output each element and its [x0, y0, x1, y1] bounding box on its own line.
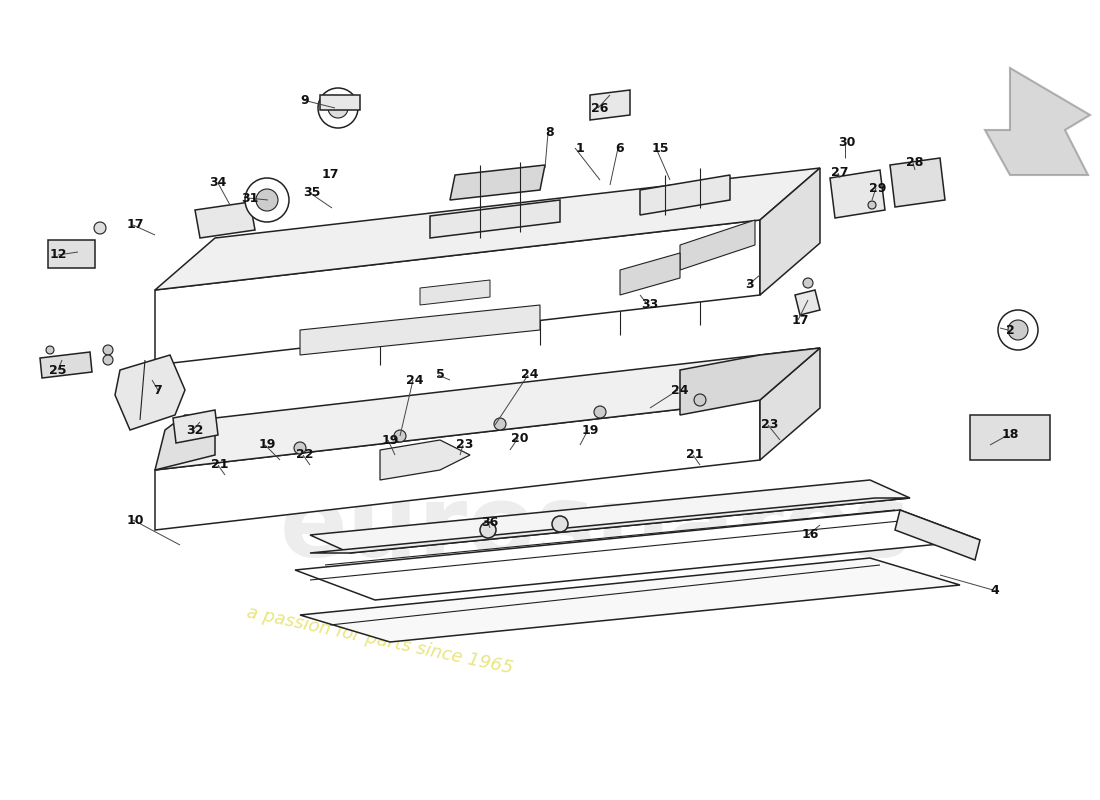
Polygon shape: [48, 240, 95, 268]
Text: 23: 23: [761, 418, 779, 431]
Text: 23: 23: [456, 438, 474, 451]
Polygon shape: [430, 200, 560, 238]
Text: 7: 7: [154, 383, 163, 397]
Text: 21: 21: [686, 449, 704, 462]
Text: 10: 10: [126, 514, 144, 526]
Text: 12: 12: [50, 249, 67, 262]
Polygon shape: [116, 355, 185, 430]
Text: 20: 20: [512, 431, 529, 445]
Text: 27: 27: [832, 166, 849, 179]
Polygon shape: [970, 415, 1050, 460]
Circle shape: [103, 355, 113, 365]
Polygon shape: [760, 168, 820, 295]
Text: 6: 6: [616, 142, 625, 154]
Circle shape: [803, 278, 813, 288]
Polygon shape: [155, 415, 214, 470]
Text: 18: 18: [1001, 429, 1019, 442]
Polygon shape: [680, 348, 820, 415]
Text: 8: 8: [546, 126, 554, 139]
Polygon shape: [795, 290, 820, 315]
Circle shape: [318, 88, 358, 128]
Text: 1: 1: [575, 142, 584, 154]
Text: 3: 3: [746, 278, 755, 291]
Polygon shape: [680, 220, 755, 270]
Text: 35: 35: [304, 186, 321, 199]
Polygon shape: [155, 168, 820, 290]
Polygon shape: [310, 498, 910, 553]
Polygon shape: [320, 95, 360, 110]
Circle shape: [480, 522, 496, 538]
Circle shape: [998, 310, 1038, 350]
Text: 32: 32: [186, 423, 204, 437]
Polygon shape: [155, 348, 820, 470]
Circle shape: [868, 201, 876, 209]
Text: 31: 31: [241, 191, 258, 205]
Text: 17: 17: [126, 218, 144, 231]
Text: a passion for parts since 1965: a passion for parts since 1965: [245, 603, 515, 677]
Circle shape: [594, 406, 606, 418]
Text: 24: 24: [406, 374, 424, 386]
Circle shape: [294, 442, 306, 454]
Text: 16: 16: [801, 529, 818, 542]
Polygon shape: [590, 90, 630, 120]
Polygon shape: [173, 410, 218, 443]
Circle shape: [94, 222, 106, 234]
Polygon shape: [300, 305, 540, 355]
Polygon shape: [310, 480, 910, 553]
Text: 9: 9: [300, 94, 309, 106]
Polygon shape: [760, 348, 820, 460]
Text: 36: 36: [482, 517, 498, 530]
Polygon shape: [450, 165, 544, 200]
Text: 28: 28: [906, 157, 924, 170]
Polygon shape: [155, 400, 760, 530]
Circle shape: [694, 394, 706, 406]
Text: 24: 24: [671, 383, 689, 397]
Text: 22: 22: [296, 449, 314, 462]
Circle shape: [103, 345, 113, 355]
Text: 15: 15: [651, 142, 669, 154]
Text: 34: 34: [209, 177, 227, 190]
Circle shape: [394, 430, 406, 442]
Text: eurospares: eurospares: [280, 482, 912, 578]
Circle shape: [245, 178, 289, 222]
Polygon shape: [300, 558, 960, 642]
Circle shape: [494, 418, 506, 430]
Polygon shape: [420, 280, 490, 305]
Polygon shape: [895, 510, 980, 560]
Polygon shape: [155, 220, 760, 365]
Polygon shape: [620, 253, 680, 295]
Text: 2: 2: [1005, 323, 1014, 337]
Text: 24: 24: [521, 369, 539, 382]
Circle shape: [328, 98, 348, 118]
Polygon shape: [984, 68, 1090, 175]
Polygon shape: [830, 170, 886, 218]
Text: 21: 21: [211, 458, 229, 471]
Text: 17: 17: [321, 169, 339, 182]
Text: 26: 26: [592, 102, 608, 114]
Polygon shape: [379, 440, 470, 480]
Text: 4: 4: [991, 583, 1000, 597]
Polygon shape: [640, 175, 730, 215]
Text: 29: 29: [869, 182, 887, 194]
Text: 19: 19: [258, 438, 276, 451]
Circle shape: [46, 346, 54, 354]
Polygon shape: [40, 352, 92, 378]
Text: 5: 5: [436, 369, 444, 382]
Circle shape: [256, 189, 278, 211]
Text: 33: 33: [641, 298, 659, 311]
Polygon shape: [295, 510, 980, 600]
Circle shape: [1008, 320, 1028, 340]
Text: 19: 19: [382, 434, 398, 446]
Text: 30: 30: [838, 137, 856, 150]
Text: 25: 25: [50, 363, 67, 377]
Polygon shape: [195, 202, 255, 238]
Text: 19: 19: [581, 423, 598, 437]
Polygon shape: [890, 158, 945, 207]
Text: 17: 17: [791, 314, 808, 326]
Circle shape: [552, 516, 568, 532]
